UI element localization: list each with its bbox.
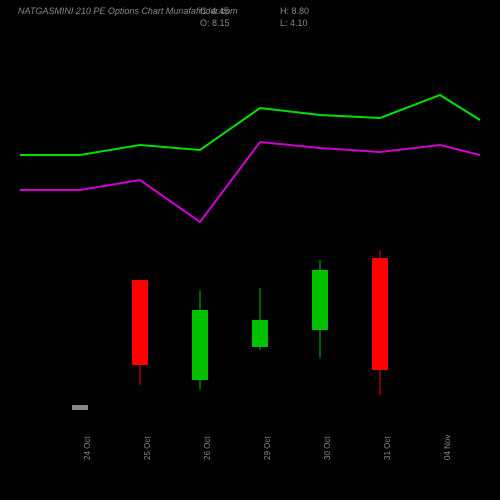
x-axis-label: 24 Oct (83, 436, 92, 460)
x-axis-label: 26 Oct (203, 436, 212, 460)
x-axis-label: 31 Oct (383, 436, 392, 460)
x-axis-label: 25 Oct (143, 436, 152, 460)
x-axis-label: 29 Oct (263, 436, 272, 460)
chart-svg (0, 0, 500, 500)
chart-container: NATGASMINI 210 PE Options Chart Munafafi… (0, 0, 500, 500)
x-axis-label: 04 Nov (443, 435, 452, 460)
x-axis-label: 30 Oct (323, 436, 332, 460)
